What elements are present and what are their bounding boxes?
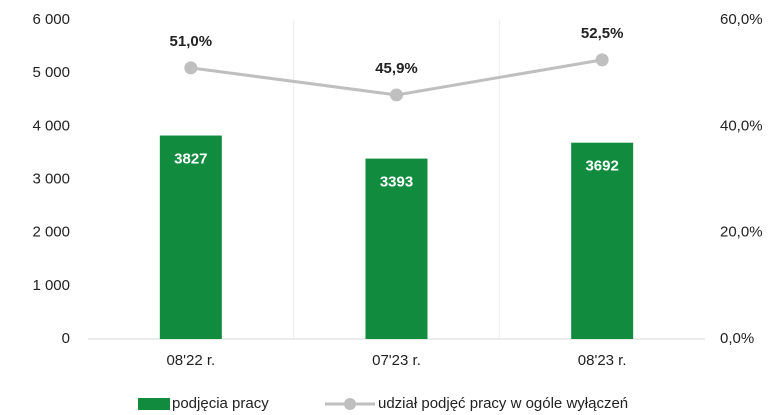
x-tick-label: 08'22 r.: [166, 352, 215, 369]
bar: [571, 142, 634, 339]
x-tick-label: 08'23 r.: [578, 352, 627, 369]
y-tick-label: 2 000: [32, 224, 70, 241]
y-tick-label: 5 000: [32, 64, 70, 81]
bar: [365, 158, 428, 339]
line-marker: [390, 88, 403, 102]
y-tick-label: 3 000: [32, 170, 70, 187]
legend-label: podjęcia pracy: [172, 395, 269, 412]
y2-tick-label: 20,0%: [720, 224, 763, 241]
line-marker: [595, 53, 609, 67]
x-tick-label: 07'23 r.: [372, 352, 421, 369]
data-label: 52,5%: [581, 25, 624, 42]
y-tick-label: 0: [62, 330, 70, 347]
data-label: 3393: [380, 174, 413, 191]
y2-tick-label: 0,0%: [720, 330, 754, 347]
bar: [159, 135, 222, 339]
data-label: 3692: [585, 158, 618, 175]
y2-tick-label: 60,0%: [720, 11, 763, 28]
legend-label: udział podjęć pracy w ogóle wyłączeń: [378, 395, 628, 412]
legend-swatch-marker: [344, 398, 356, 410]
y-tick-label: 4 000: [32, 117, 70, 134]
data-label: 3827: [174, 150, 207, 167]
legend-swatch: [138, 398, 170, 410]
y2-tick-label: 40,0%: [720, 117, 763, 134]
line-marker: [184, 61, 198, 75]
y-tick-label: 1 000: [32, 277, 70, 294]
data-label: 45,9%: [375, 60, 418, 77]
y-tick-label: 6 000: [32, 11, 70, 28]
data-label: 51,0%: [170, 33, 213, 50]
